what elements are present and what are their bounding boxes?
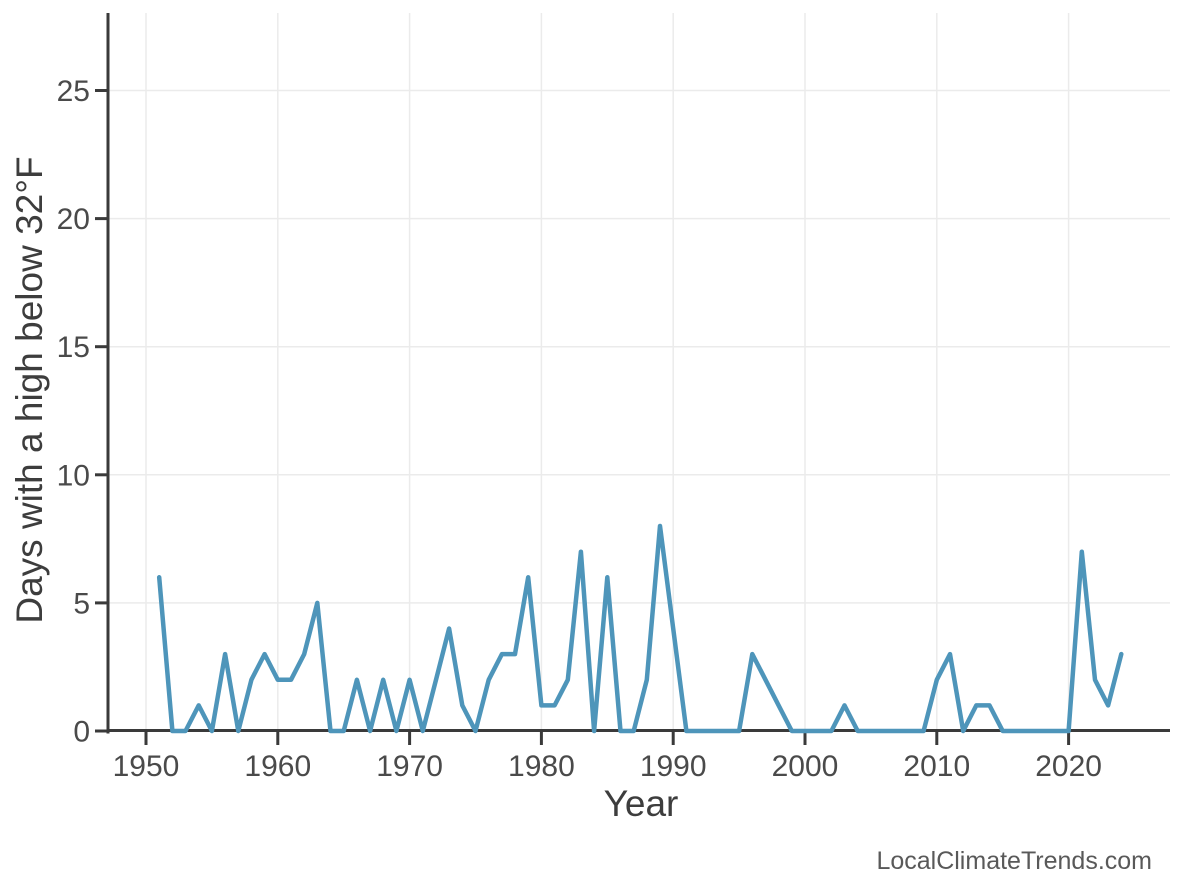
y-tick-label: 25 bbox=[57, 75, 90, 108]
grid-lines bbox=[108, 13, 1170, 732]
trend-line bbox=[156, 523, 1124, 734]
y-tick-label: 5 bbox=[73, 587, 90, 620]
axis-spines bbox=[106, 13, 1170, 734]
x-tick-labels: 1950 1960 1970 1980 1990 2000 2010 2020 bbox=[113, 750, 1102, 783]
watermark-text: LocalClimateTrends.com bbox=[876, 847, 1152, 875]
y-tick-label: 0 bbox=[73, 716, 90, 749]
x-tick-label: 2020 bbox=[1035, 750, 1102, 783]
y-axis-title: Days with a high below 32°F bbox=[9, 156, 50, 623]
y-tick-label: 10 bbox=[57, 459, 90, 492]
x-tick-label: 1960 bbox=[244, 750, 311, 783]
x-tick-label: 1970 bbox=[376, 750, 443, 783]
x-tick-label: 1980 bbox=[508, 750, 575, 783]
y-tick-label: 20 bbox=[57, 203, 90, 236]
x-tick-label: 2010 bbox=[903, 750, 970, 783]
y-tick-label: 15 bbox=[57, 331, 90, 364]
x-tick-label: 2000 bbox=[772, 750, 839, 783]
y-tick-labels: 0 5 10 15 20 25 bbox=[57, 75, 90, 749]
x-axis-title: Year bbox=[604, 783, 679, 824]
x-tick-label: 1950 bbox=[113, 750, 180, 783]
axis-ticks bbox=[95, 89, 1071, 745]
x-tick-label: 1990 bbox=[640, 750, 707, 783]
